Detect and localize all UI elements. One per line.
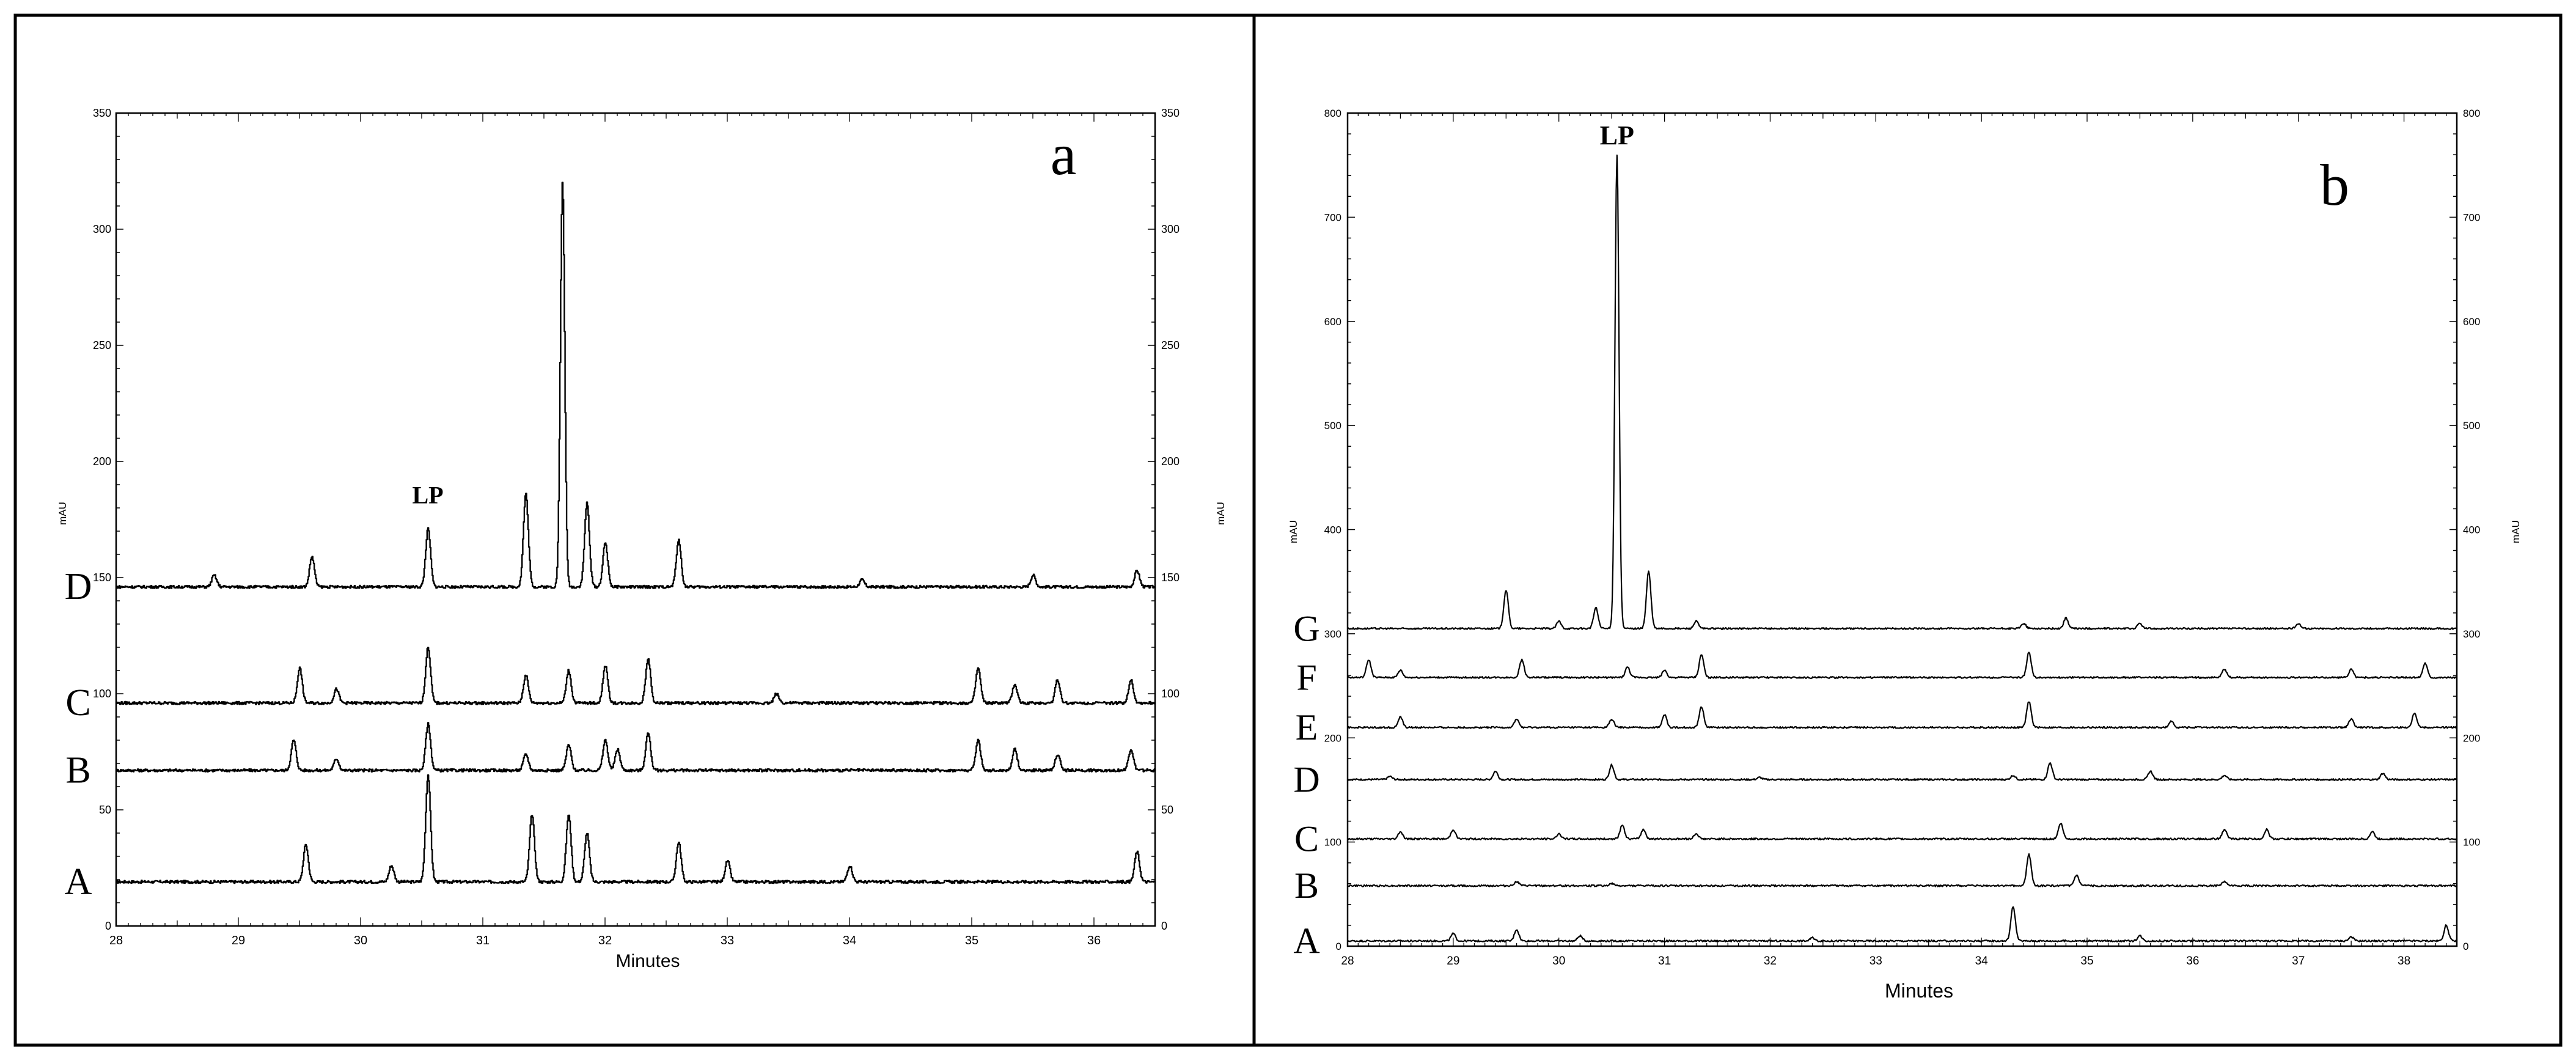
x-tick-label: 35	[2080, 955, 2093, 968]
y-tick-label-right: 300	[1161, 223, 1180, 235]
series-label-B: B	[65, 749, 90, 791]
panel-a-label: a	[1051, 122, 1077, 187]
panel-b-label: b	[2320, 152, 2349, 218]
panel-a-ylabel-left: mAU	[57, 502, 68, 525]
y-tick-label-right: 50	[1161, 804, 1173, 816]
annotation-lp: LP	[1600, 120, 1634, 150]
y-tick-label-right: 200	[2463, 732, 2480, 744]
y-tick-label-right: 800	[2463, 108, 2480, 119]
y-tick-label-left: 50	[99, 804, 111, 816]
series-label-D: D	[65, 566, 92, 608]
trace-G	[1347, 154, 2457, 630]
x-tick-label: 33	[1870, 955, 1882, 968]
panel-b-xlabel: Minutes	[1885, 980, 1953, 1002]
y-tick-label-left: 200	[93, 455, 111, 468]
panel-b: b Minutes mAU mAU 0 0 100 100 200 200 300 300 40…	[1288, 108, 2522, 1002]
y-tick-label-left: 200	[1324, 732, 1341, 744]
plot-frame	[1346, 112, 2458, 947]
y-tick-label-right: 250	[1161, 339, 1180, 351]
trace-C	[116, 647, 1156, 705]
y-tick-label-right: 300	[2463, 628, 2480, 640]
y-tick-label-left: 100	[1324, 837, 1341, 848]
series-label-F: F	[1296, 657, 1316, 697]
x-tick-label: 35	[965, 934, 978, 947]
series-label-C: C	[65, 682, 90, 724]
y-tick-label-right: 700	[2463, 211, 2480, 223]
x-tick-label: 36	[1087, 934, 1101, 947]
y-tick-label-right: 0	[1161, 920, 1167, 932]
y-tick-label-left: 400	[1324, 524, 1341, 536]
x-tick-label: 28	[109, 934, 123, 947]
annotation-lp: LP	[412, 481, 443, 509]
x-tick-label: 37	[2292, 955, 2305, 968]
x-tick-label: 31	[476, 934, 490, 947]
y-tick-label-left: 100	[93, 688, 111, 700]
y-tick-label-left: 350	[93, 107, 111, 119]
trace-A	[1347, 906, 2457, 942]
trace-D	[116, 182, 1156, 589]
y-tick-label-left: 500	[1324, 420, 1341, 432]
trace-A	[116, 774, 1156, 884]
x-tick-label: 29	[1447, 955, 1459, 968]
y-tick-label-right: 0	[2463, 941, 2468, 952]
series-label-D: D	[1293, 759, 1319, 799]
y-tick-label-right: 400	[2463, 524, 2480, 536]
y-tick-label-left: 0	[105, 920, 111, 932]
outer-frame	[13, 13, 2563, 1047]
series-label-E: E	[1296, 707, 1318, 748]
series-label-G: G	[1293, 608, 1319, 648]
y-tick-label-left: 300	[93, 223, 111, 235]
trace-B	[1347, 853, 2457, 887]
y-tick-label-right: 150	[1161, 571, 1180, 584]
trace-E	[1347, 701, 2457, 729]
panel-a-ylabel-right: mAU	[1215, 502, 1227, 525]
panel-b-plot-area: 0 0 100 100 200 200 300 300 400 400 500 500 600 600 70…	[1293, 108, 2480, 968]
x-tick-label: 30	[354, 934, 367, 947]
x-tick-label: 28	[1341, 955, 1354, 968]
y-tick-label-left: 800	[1324, 108, 1341, 119]
x-tick-label: 30	[1552, 955, 1565, 968]
series-label-A: A	[1293, 920, 1319, 961]
x-tick-label: 29	[232, 934, 245, 947]
x-tick-label: 34	[1975, 955, 1989, 968]
y-tick-label-right: 600	[2463, 316, 2480, 328]
x-tick-label: 36	[2186, 955, 2199, 968]
y-tick-label-right: 200	[1161, 455, 1180, 468]
x-tick-label: 33	[721, 934, 734, 947]
y-tick-label-right: 500	[2463, 420, 2480, 432]
panel-b-ylabel-left: mAU	[1288, 520, 1299, 543]
x-tick-label: 32	[598, 934, 612, 947]
y-tick-label-right: 100	[2463, 837, 2480, 848]
x-tick-label: 34	[843, 934, 856, 947]
plot-frame	[115, 112, 1156, 927]
y-tick-label-left: 600	[1324, 316, 1341, 328]
y-tick-label-left: 0	[1336, 941, 1341, 952]
trace-C	[1347, 823, 2457, 840]
series-label-B: B	[1294, 865, 1319, 906]
trace-D	[1347, 762, 2457, 781]
y-tick-label-right: 350	[1161, 107, 1180, 119]
y-tick-label-left: 250	[93, 339, 111, 351]
trace-F	[1347, 652, 2457, 679]
series-label-C: C	[1294, 819, 1319, 859]
panel-a-plot-area: 0 0 50 50 100 100 150 150 200 200 250 250 300 300 350 3…	[65, 107, 1180, 947]
panel-a-xlabel: Minutes	[615, 951, 680, 971]
series-label-A: A	[65, 861, 92, 903]
y-tick-label-right: 100	[1161, 688, 1180, 700]
panel-b-ylabel-right: mAU	[2510, 520, 2522, 543]
x-tick-label: 38	[2398, 955, 2410, 968]
y-tick-label-left: 150	[93, 571, 111, 584]
panel-a: a Minutes mAU mAU 0 0 50 50 100 100 150 150 200 2…	[57, 107, 1227, 971]
trace-B	[116, 722, 1156, 773]
y-tick-label-left: 300	[1324, 628, 1341, 640]
x-tick-label: 32	[1764, 955, 1777, 968]
x-tick-label: 31	[1658, 955, 1671, 968]
y-tick-label-left: 700	[1324, 211, 1341, 223]
